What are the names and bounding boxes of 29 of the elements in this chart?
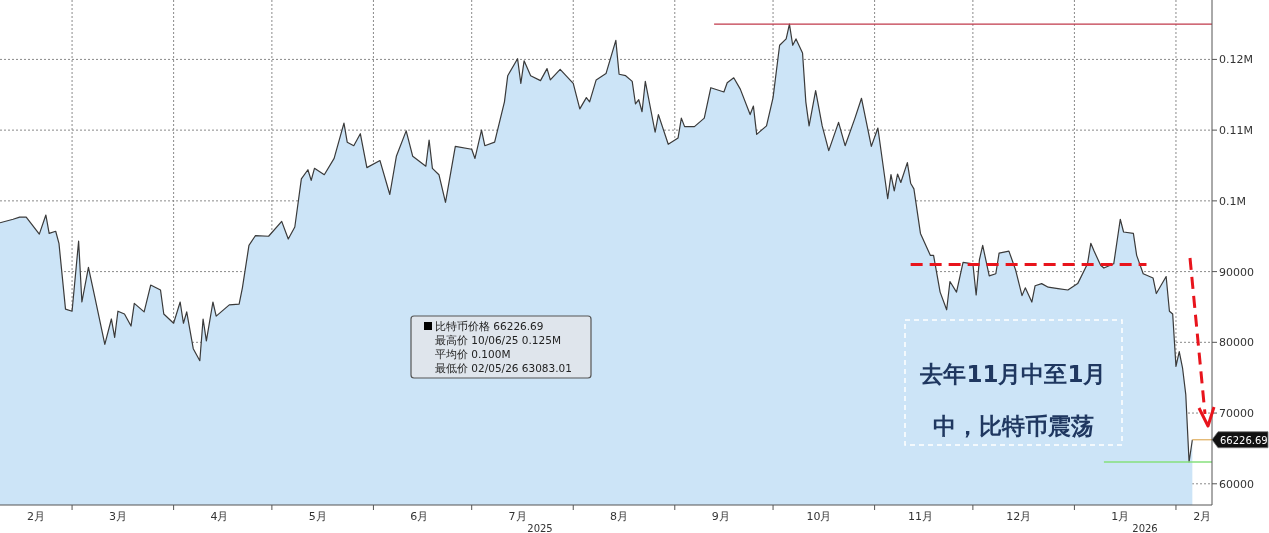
data-label: 66226.69 — [1220, 434, 1268, 446]
annotation: 最高价 10/06/25 0.125M — [435, 334, 561, 346]
year: 2025 — [527, 523, 553, 533]
annotation: 平均价 0.100M — [435, 348, 511, 360]
annotation: 最低价 02/05/26 63083.01 — [435, 362, 572, 374]
ytick: 90000 — [1219, 265, 1254, 279]
value-tag: 66226.69 — [1211, 431, 1269, 449]
xtick: 5月 — [308, 510, 327, 523]
xtick: 2月 — [1193, 510, 1212, 523]
xtick: 7月 — [508, 510, 527, 523]
xtick: 3月 — [108, 510, 127, 523]
xtick: 10月 — [806, 510, 832, 523]
note: 去年11月中至1月中，比特币震荡 — [919, 360, 1108, 441]
xtick: 2月 — [27, 510, 46, 523]
ytick: 0.12M — [1219, 53, 1253, 67]
ytick: 0.1M — [1219, 194, 1246, 208]
ytick: 60000 — [1219, 477, 1254, 491]
xtick: 6月 — [410, 510, 429, 523]
ytick: 70000 — [1219, 407, 1254, 421]
annotation: 比特币价格 66226.69 — [435, 320, 544, 332]
xtick: 12月 — [1006, 510, 1032, 523]
xtick: 11月 — [907, 510, 933, 523]
xtick: 8月 — [610, 510, 629, 523]
ytick: 80000 — [1219, 336, 1254, 350]
xtick: 1月 — [1111, 510, 1130, 523]
year: 2026 — [1132, 523, 1158, 533]
xtick: 9月 — [711, 510, 730, 523]
xtick: 4月 — [210, 510, 229, 523]
ytick: 0.11M — [1219, 124, 1253, 138]
